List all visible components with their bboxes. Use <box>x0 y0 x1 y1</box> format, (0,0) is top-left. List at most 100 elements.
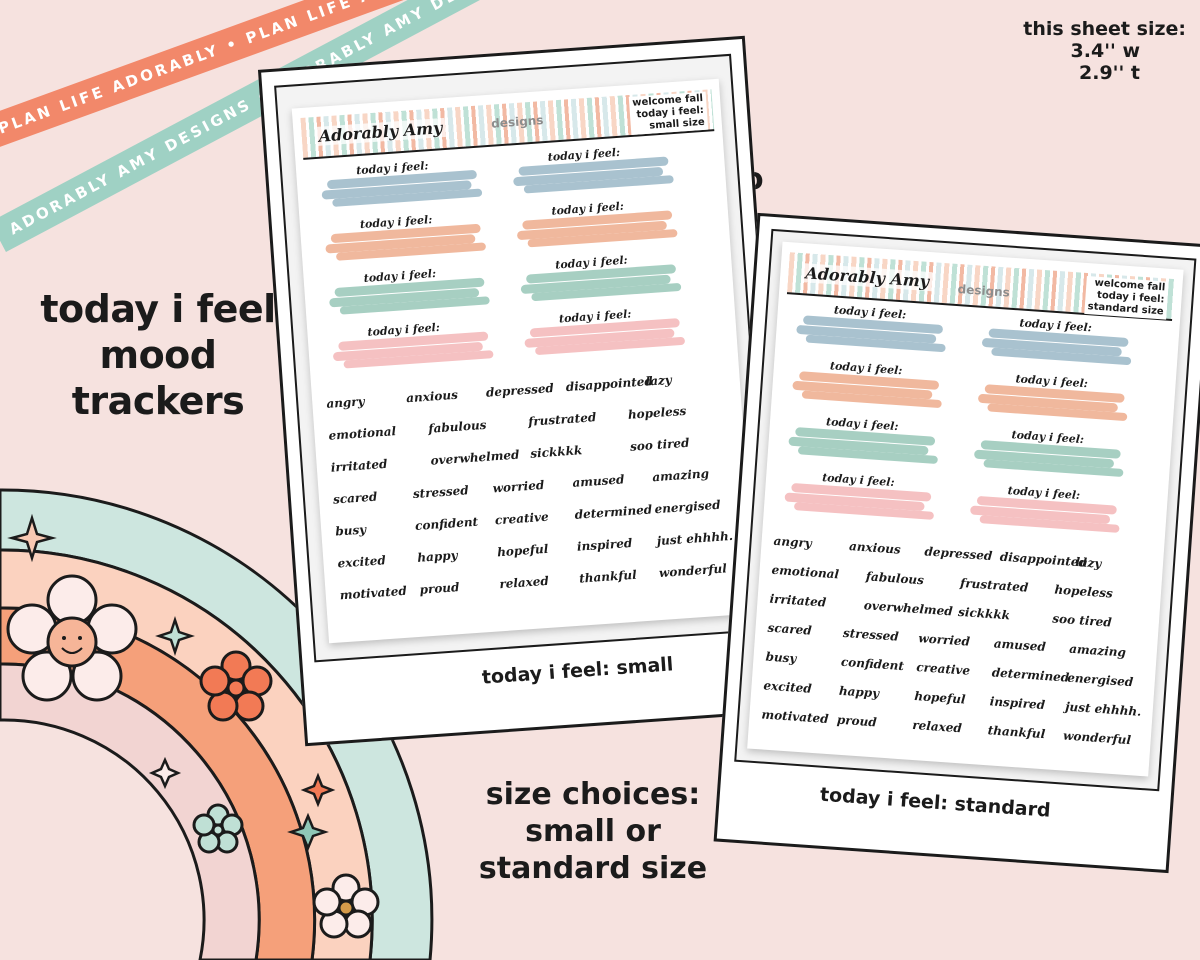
mood-word: sickkkk <box>957 604 1011 623</box>
mood-word: wonderful <box>658 561 728 581</box>
tracker-swatch <box>332 327 494 369</box>
size-choices-line: small or <box>525 814 661 849</box>
mood-word: frustrated <box>527 410 597 429</box>
mood-word: motivated <box>339 583 408 603</box>
tracker-swatch <box>321 166 483 208</box>
mood-word: overwhelmed <box>430 447 520 468</box>
mood-word: determined <box>991 665 1070 685</box>
mood-word: happy <box>838 683 880 701</box>
tracker-swatch <box>329 274 490 316</box>
mood-word: excited <box>337 553 387 571</box>
mood-word: depressed <box>485 381 555 400</box>
mood-word: angry <box>773 533 813 551</box>
tracker-swatch <box>325 220 487 262</box>
product-headline: today i feel mood trackers <box>28 286 288 424</box>
tracker-swatch <box>796 311 946 353</box>
mood-word: lazy <box>1074 554 1102 571</box>
mood-word: worried <box>917 631 971 649</box>
mood-word: proud <box>836 712 878 730</box>
size-choices-note: size choices: small or standard size <box>468 776 718 887</box>
mood-word: relaxed <box>498 573 550 592</box>
mood-word: motivated <box>761 707 830 727</box>
small-sheet-display: Adorably Amy designs welcome fall today … <box>274 53 772 663</box>
mood-word: emotional <box>771 562 840 582</box>
mood-word: irritated <box>330 456 388 475</box>
mood-word: thankful <box>578 567 638 586</box>
sheet-size-width: 3.4'' w <box>1070 40 1140 62</box>
tracker-swatch <box>792 367 942 409</box>
brand-logo: Adorably Amy <box>801 263 933 292</box>
mood-word: confident <box>840 654 905 674</box>
mood-word: happy <box>416 548 459 565</box>
mood-word: amazing <box>1068 641 1127 660</box>
smiley-flower-icon <box>6 574 138 702</box>
standard-sticker-sheet: Adorably Amy designs welcome fall today … <box>747 241 1184 777</box>
tracker-swatch <box>513 152 674 194</box>
tracker-swatch <box>520 260 682 302</box>
standard-sheet-frame: Adorably Amy designs welcome fall today … <box>713 212 1200 874</box>
mood-word: emotional <box>328 424 397 443</box>
mood-word: lazy <box>645 372 673 389</box>
headline-line: mood <box>99 333 217 377</box>
mood-word: creative <box>915 660 971 678</box>
sheet-size-note: this sheet size: 3.4'' w 2.9'' t <box>1023 18 1186 84</box>
mood-word: inspired <box>989 694 1046 713</box>
small-caption: today i feel: small <box>481 653 675 689</box>
mood-word: energised <box>1066 670 1134 690</box>
mood-word: hopeful <box>496 541 549 560</box>
mood-word: stressed <box>412 483 470 502</box>
mood-word: just ehhhh. <box>656 528 734 549</box>
mood-word: thankful <box>987 723 1046 742</box>
mood-word: soo tired <box>629 435 690 454</box>
mood-word: stressed <box>842 625 900 644</box>
flower-icon <box>312 873 380 939</box>
small-sheet-frame: Adorably Amy designs welcome fall today … <box>257 35 793 747</box>
tracker-swatch <box>524 314 686 356</box>
headline-line: trackers <box>71 379 245 423</box>
mood-word: wonderful <box>1062 728 1132 748</box>
mood-word: sickkkk <box>529 443 583 461</box>
brand-sub: designs <box>490 113 544 131</box>
mood-word: energised <box>654 497 721 517</box>
mood-word: amused <box>993 636 1047 655</box>
size-choices-line: size choices: <box>485 777 701 812</box>
mood-word: hopeless <box>627 403 687 422</box>
standard-caption: today i feel: standard <box>819 783 1052 822</box>
sheet-size-label: this sheet size: <box>1023 18 1186 40</box>
mood-word: anxious <box>405 387 459 406</box>
mood-word: hopeless <box>1053 582 1114 601</box>
mood-word: excited <box>763 678 813 696</box>
standard-sheet-display: Adorably Amy designs welcome fall today … <box>734 228 1197 792</box>
mood-word: just ehhhh. <box>1064 699 1142 719</box>
tracker-swatch <box>516 206 678 248</box>
tracker-swatch <box>977 380 1128 422</box>
flower-icon <box>199 650 273 722</box>
mood-word: creative <box>494 509 550 528</box>
mood-word: worried <box>492 477 545 496</box>
mood-word: scared <box>332 489 378 507</box>
tracker-swatch <box>973 436 1124 478</box>
sparkle-icon <box>7 513 336 852</box>
brand-logo: Adorably Amy <box>315 117 446 146</box>
mood-word: soo tired <box>1051 611 1113 630</box>
mood-word: amazing <box>651 466 710 485</box>
mood-word: fabulous <box>427 417 487 436</box>
mood-word: busy <box>765 649 797 666</box>
mood-word: inspired <box>576 535 633 554</box>
headline-line: today i feel <box>40 287 276 331</box>
tracker-swatch <box>788 423 939 465</box>
tracker-swatch <box>970 492 1120 534</box>
mood-word: scared <box>767 620 813 638</box>
small-sticker-sheet: Adorably Amy designs welcome fall today … <box>291 78 757 644</box>
mood-word: angry <box>325 394 365 411</box>
mood-word: frustrated <box>959 575 1029 595</box>
sheet-header: Adorably Amy designs welcome fall today … <box>300 89 715 160</box>
mood-word: anxious <box>848 539 902 557</box>
mood-word: hopeful <box>913 688 966 707</box>
mood-word: relaxed <box>911 717 963 736</box>
tracker-swatch <box>784 479 935 521</box>
size-choices-line: standard size <box>478 851 708 886</box>
sheet-size-height: 2.9'' t <box>1079 62 1140 84</box>
tracker-swatch <box>981 324 1132 366</box>
sheet-title: welcome fall today i feel: small size <box>628 91 709 135</box>
